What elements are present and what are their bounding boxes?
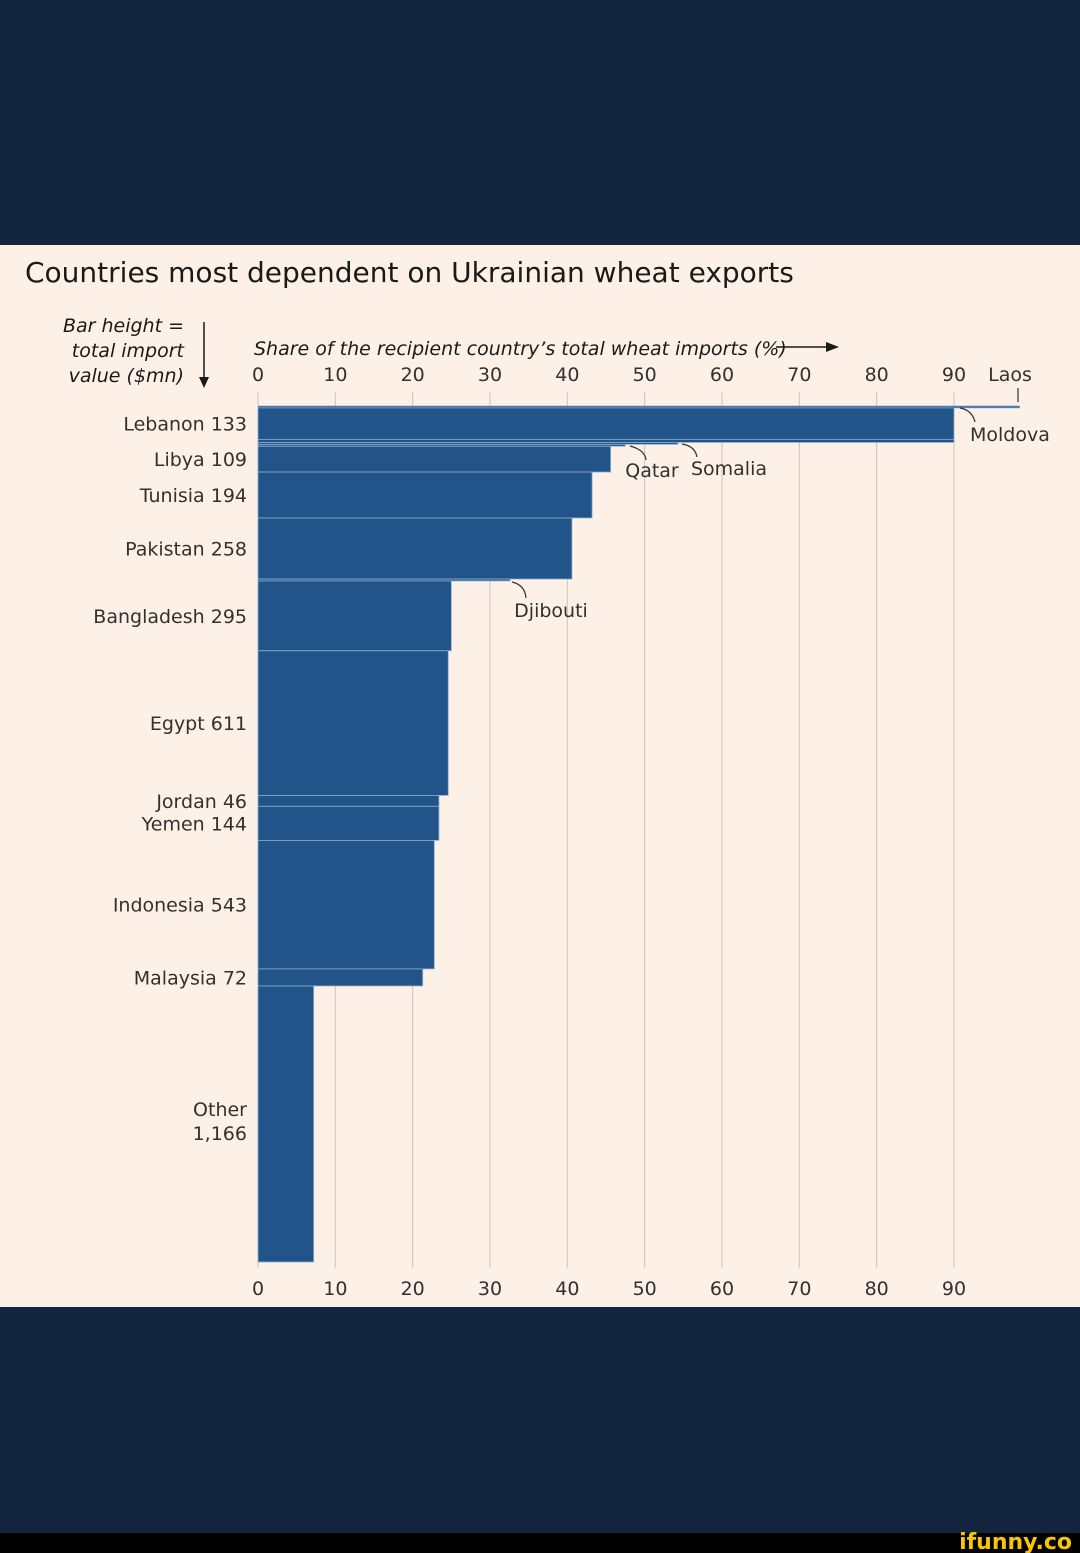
ylabel-line-3: value ($mn) — [69, 365, 184, 387]
x-tick-label-top: 30 — [478, 364, 502, 386]
watermark-logo: ifunny.co — [959, 1530, 1072, 1553]
x-tick-label-bottom: 30 — [478, 1278, 502, 1300]
bar-yemen — [257, 805, 440, 841]
annotation-arrow-icon — [681, 443, 698, 458]
x-tick-label-bottom: 10 — [323, 1278, 347, 1300]
x-tick-label-bottom: 60 — [710, 1278, 734, 1300]
bar-label-bangladesh: Bangladesh 295 — [93, 606, 247, 628]
down-arrow-icon — [199, 322, 209, 388]
bar-lebanon — [257, 407, 955, 440]
annotation-arrow-icon — [629, 445, 647, 461]
x-tick-label-top: 50 — [633, 364, 657, 386]
bar-label-yemen: Yemen 144 — [141, 813, 247, 835]
x-tick-label-top: 0 — [252, 364, 264, 386]
bar-label-lebanon: Lebanon 133 — [123, 414, 247, 436]
bar-label-indonesia: Indonesia 543 — [113, 895, 247, 917]
bar-label-egypt: Egypt 611 — [150, 713, 247, 735]
x-tick-label-bottom: 50 — [633, 1278, 657, 1300]
bar-libya — [257, 445, 612, 473]
bar-label-other: Other — [193, 1099, 247, 1121]
bar-pakistan — [257, 517, 573, 580]
bar-label-pakistan: Pakistan 258 — [125, 539, 247, 561]
bar-indonesia — [257, 839, 435, 970]
bar-moldova — [257, 438, 955, 443]
xlabel: Share of the recipient country’s total w… — [254, 338, 787, 360]
annotation-laos: Laos — [988, 364, 1032, 386]
ylabel-line-2: total import — [72, 340, 186, 362]
annotation-arrow-icon — [959, 407, 976, 423]
annotation-moldova: Moldova — [970, 424, 1050, 446]
x-tick-label-top: 10 — [323, 364, 347, 386]
annotation-somalia: Somalia — [691, 458, 767, 480]
bar-malaysia — [257, 968, 424, 987]
x-tick-label-bottom: 40 — [555, 1278, 579, 1300]
bar-bangladesh — [257, 580, 452, 652]
watermark-strip — [0, 1533, 1080, 1553]
annotation-arrow-icon — [511, 581, 527, 599]
x-tick-label-top: 90 — [942, 364, 966, 386]
bar-label-malaysia: Malaysia 72 — [134, 967, 247, 989]
x-tick-label-bottom: 70 — [787, 1278, 811, 1300]
x-tick-label-bottom: 0 — [252, 1278, 264, 1300]
x-tick-label-top: 70 — [787, 364, 811, 386]
bar-egypt — [257, 650, 449, 796]
right-arrow-icon — [776, 342, 839, 352]
x-tick-label-top: 60 — [710, 364, 734, 386]
annotation-qatar: Qatar — [625, 460, 679, 482]
bar-label-jordan: Jordan 46 — [155, 791, 247, 813]
bar-jordan — [257, 795, 440, 807]
annotation-djibouti: Djibouti — [514, 600, 588, 622]
x-tick-label-bottom: 80 — [865, 1278, 889, 1300]
bar-tunisia — [257, 471, 593, 519]
bar-label-tunisia: Tunisia 194 — [139, 485, 247, 507]
x-tick-label-top: 20 — [401, 364, 425, 386]
x-tick-label-bottom: 90 — [942, 1278, 966, 1300]
chart-panel — [0, 245, 1080, 1307]
bar-label-libya: Libya 109 — [154, 449, 247, 471]
bar-other — [257, 985, 315, 1263]
ylabel-line-1: Bar height = — [63, 315, 184, 337]
bar-value-other: 1,166 — [193, 1123, 247, 1145]
chart-title: Countries most dependent on Ukrainian wh… — [25, 256, 794, 289]
x-tick-label-bottom: 20 — [401, 1278, 425, 1300]
x-tick-label-top: 80 — [865, 364, 889, 386]
x-tick-label-top: 40 — [555, 364, 579, 386]
